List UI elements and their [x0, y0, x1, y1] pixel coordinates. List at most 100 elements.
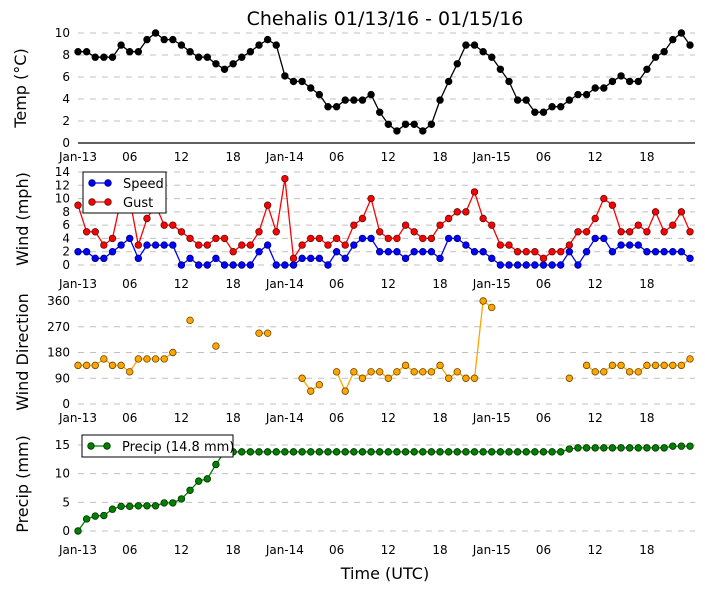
data-point — [358, 96, 367, 104]
data-point — [100, 254, 108, 263]
data-point — [669, 221, 677, 229]
data-point — [324, 102, 332, 111]
data-point — [229, 261, 237, 269]
data-point — [677, 29, 686, 37]
x-tick-label: 18 — [639, 277, 654, 291]
data-point — [82, 248, 91, 256]
data-point — [548, 448, 556, 456]
data-point — [643, 65, 651, 73]
data-point — [82, 515, 91, 523]
data-point — [410, 248, 418, 256]
data-point — [177, 228, 186, 236]
wind-axis-label: Wind (mph) — [13, 172, 32, 266]
data-point — [643, 361, 651, 370]
data-point — [186, 316, 194, 325]
data-point — [669, 361, 677, 370]
data-point — [160, 241, 168, 249]
data-point — [350, 448, 358, 456]
data-point — [410, 368, 418, 376]
data-point — [557, 102, 565, 111]
series-gust — [74, 174, 694, 263]
x-tick-label: 18 — [226, 277, 241, 291]
data-point — [143, 241, 151, 249]
y-tick-label: 8 — [62, 48, 70, 62]
data-point — [565, 248, 574, 256]
legend-marker — [87, 442, 95, 450]
x-tick-label: 12 — [381, 411, 396, 425]
data-point — [289, 448, 298, 456]
data-point — [436, 361, 444, 370]
data-point — [574, 90, 582, 99]
series-line — [78, 32, 691, 132]
data-point — [74, 48, 82, 56]
x-tick-label: 12 — [174, 150, 189, 164]
data-point — [479, 48, 487, 56]
data-point — [462, 448, 470, 456]
data-point — [470, 41, 479, 49]
data-point — [100, 53, 108, 61]
data-point — [410, 120, 418, 128]
data-point — [169, 499, 177, 507]
data-point — [462, 41, 470, 49]
x-tick-label: 06 — [122, 277, 137, 291]
data-point — [634, 77, 642, 86]
data-point — [220, 65, 229, 73]
data-point — [410, 228, 418, 236]
data-point — [496, 261, 505, 269]
y-tick-label: 2 — [62, 245, 70, 259]
data-point — [194, 241, 203, 249]
data-point — [298, 254, 306, 263]
x-tick-label: Jan-15 — [472, 411, 511, 425]
y-tick-label: 6 — [62, 218, 70, 232]
data-point — [531, 448, 539, 456]
data-point — [436, 96, 444, 104]
data-point — [557, 248, 565, 256]
x-tick-label: 18 — [432, 543, 447, 557]
data-point — [289, 261, 298, 269]
data-point — [496, 448, 505, 456]
data-point — [263, 241, 272, 249]
data-point — [522, 96, 530, 104]
data-point — [169, 241, 177, 249]
data-point — [203, 241, 211, 249]
data-point — [496, 241, 505, 249]
data-point — [436, 221, 444, 229]
data-point — [427, 234, 436, 243]
data-point — [488, 448, 496, 456]
data-point — [117, 361, 125, 370]
x-tick-label: Jan-15 — [472, 277, 511, 291]
data-point — [289, 254, 298, 263]
x-tick-label: Jan-14 — [265, 277, 304, 291]
data-point — [246, 448, 255, 456]
data-point — [582, 90, 591, 99]
data-point — [591, 234, 599, 243]
x-tick-label: 12 — [381, 543, 396, 557]
data-point — [444, 234, 453, 243]
chart-title: Chehalis 01/13/16 - 01/15/16 — [247, 8, 524, 30]
x-tick-label: 12 — [381, 150, 396, 164]
data-point — [600, 368, 608, 376]
data-point — [350, 241, 358, 249]
x-tick-label: 18 — [226, 543, 241, 557]
data-point — [591, 214, 599, 223]
data-point — [151, 29, 160, 37]
y-tick-label: 6 — [62, 70, 70, 84]
data-point — [444, 214, 453, 223]
x-tick-label: 18 — [639, 411, 654, 425]
data-point — [332, 448, 341, 456]
data-point — [548, 248, 556, 256]
data-point — [651, 444, 660, 452]
data-point — [505, 241, 513, 249]
data-point — [246, 241, 255, 249]
y-tick-label: 0 — [62, 258, 70, 272]
data-point — [117, 41, 125, 49]
data-point — [488, 303, 496, 312]
data-point — [307, 387, 315, 395]
data-point — [669, 248, 677, 256]
y-tick-label: 180 — [47, 346, 70, 360]
data-point — [686, 355, 694, 363]
data-point — [117, 502, 125, 511]
x-tick-label: 18 — [226, 411, 241, 425]
data-point — [427, 248, 436, 256]
